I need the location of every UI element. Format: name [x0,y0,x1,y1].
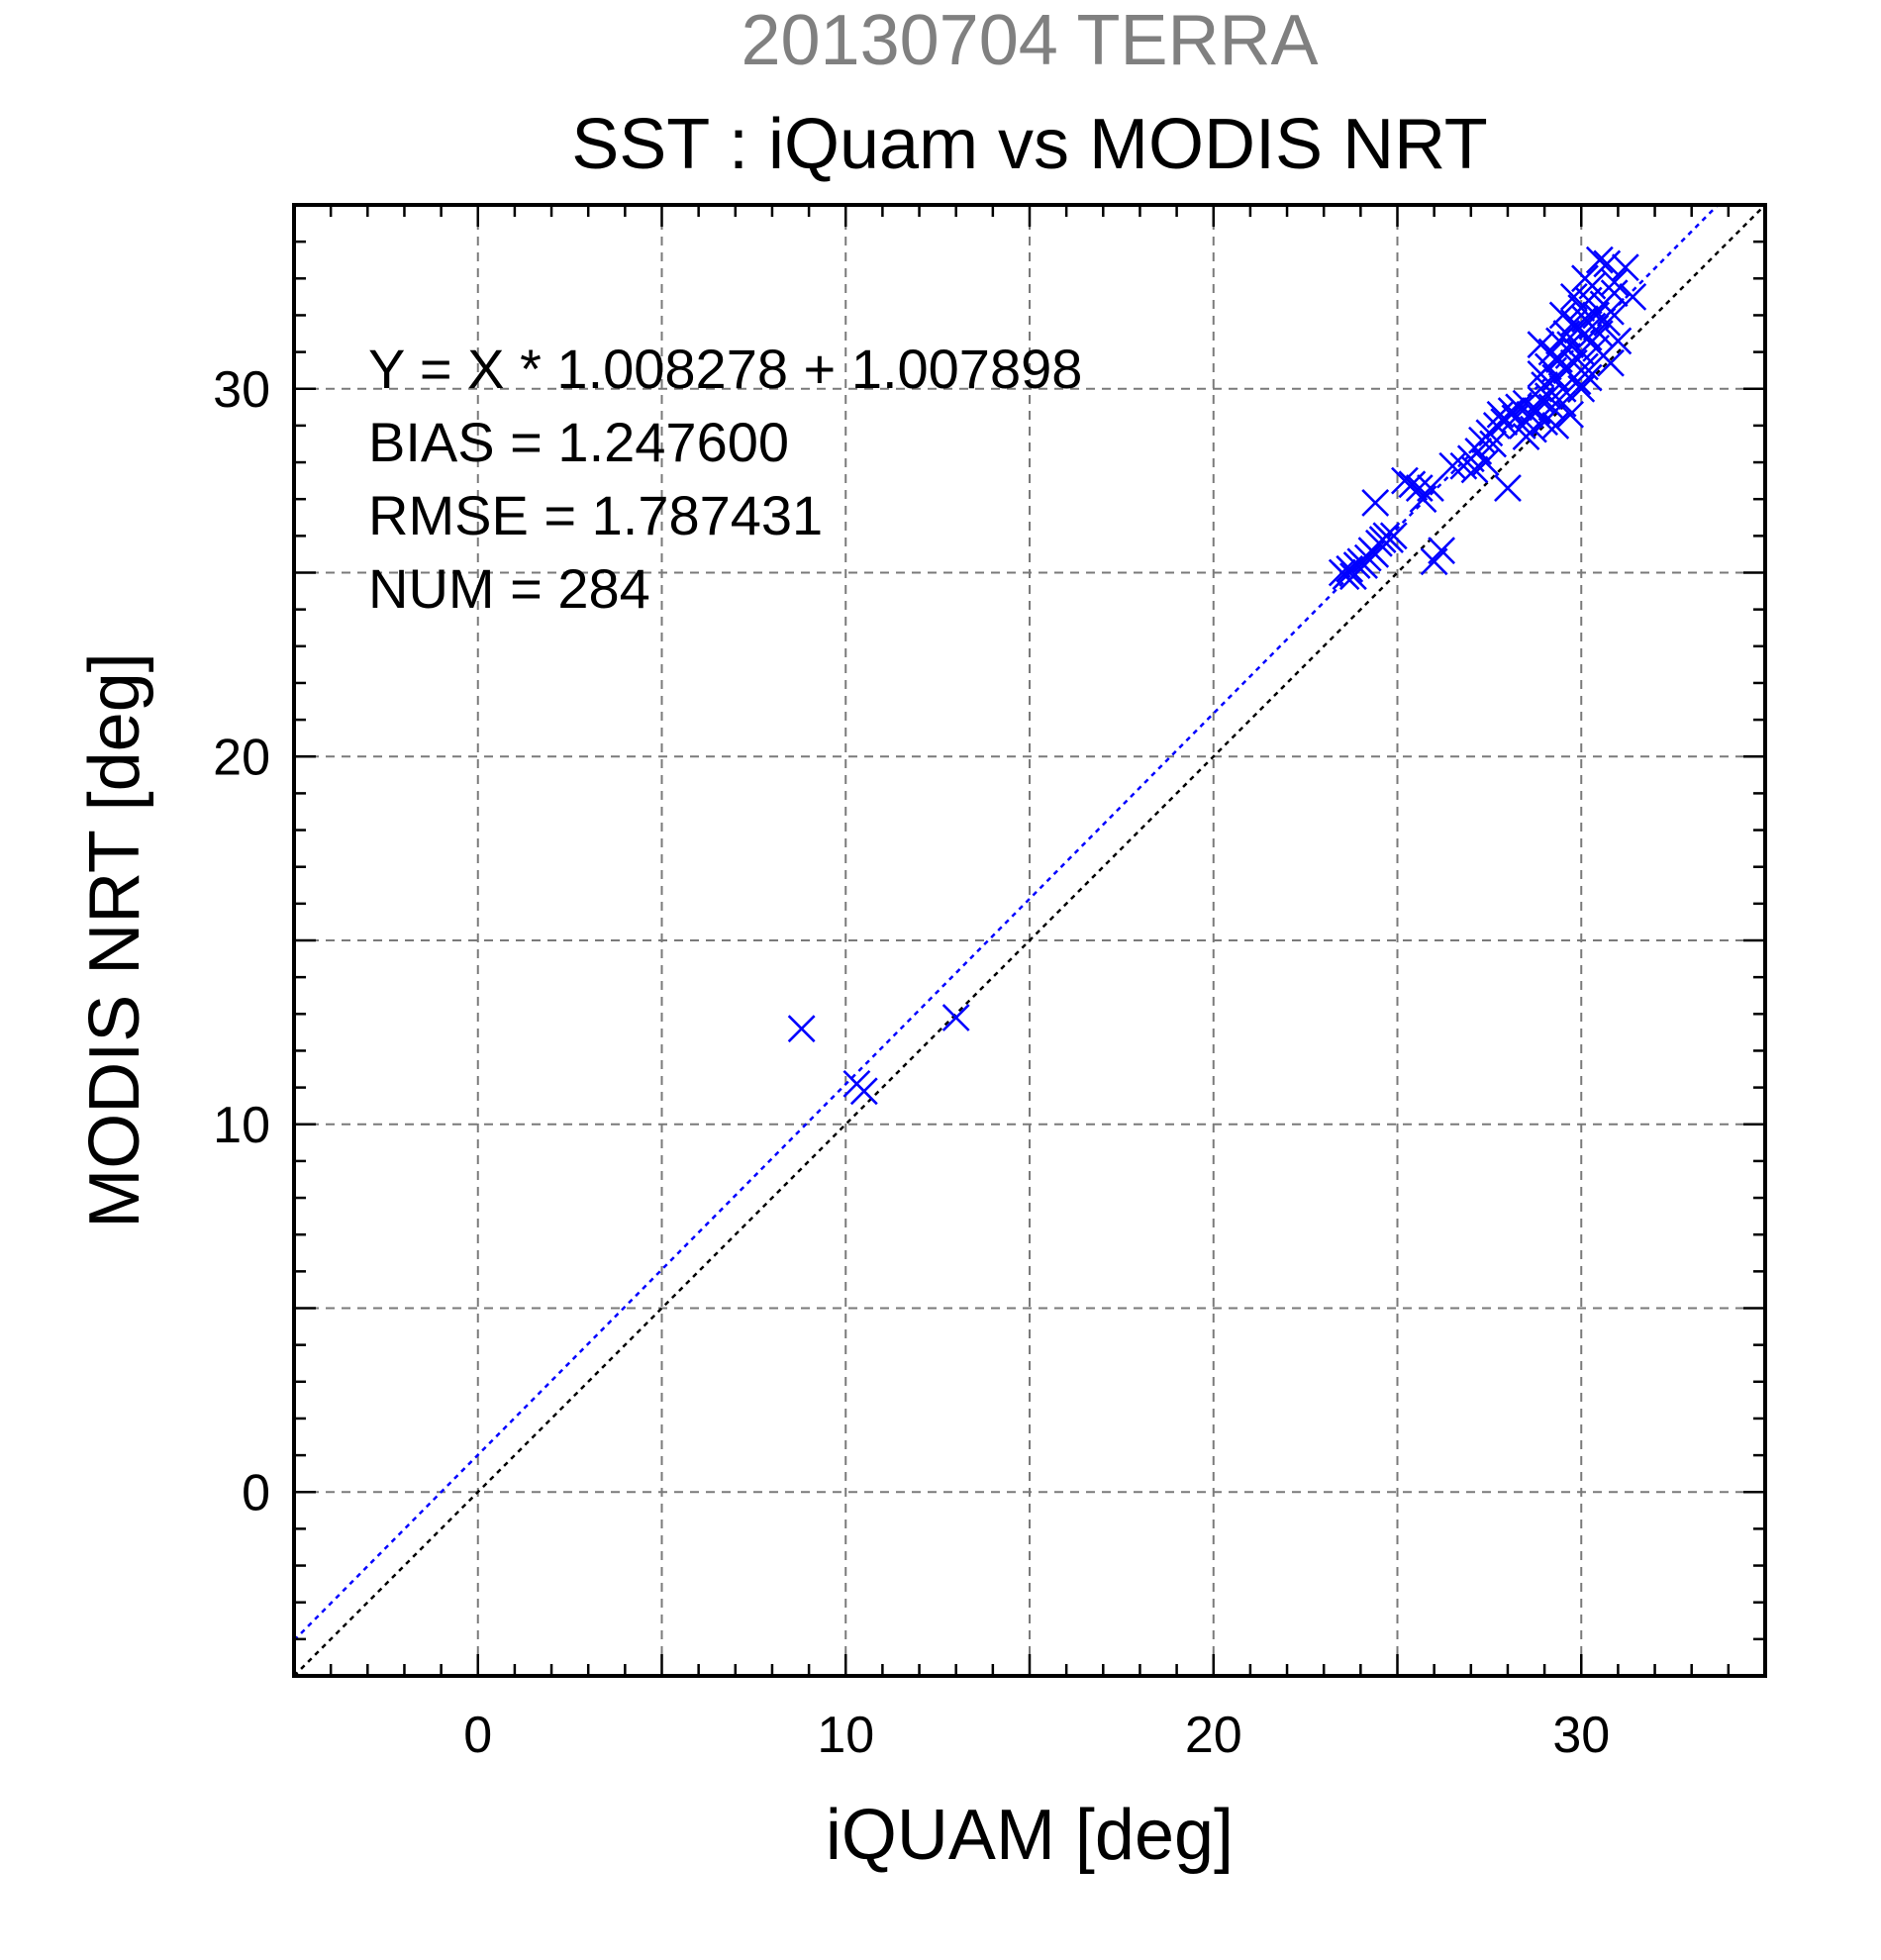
data-point [1405,474,1434,502]
grid-lines [294,205,1765,1676]
data-point [1600,279,1629,308]
x-axis-label: iQUAM [deg] [826,1796,1234,1875]
statistics-box: Y = X * 1.008278 + 1.007898 BIAS = 1.247… [368,338,1082,620]
y-tick-label: 0 [242,1464,270,1521]
data-point [1534,382,1562,411]
data-point [941,1004,970,1031]
stat-num: NUM = 284 [368,557,650,620]
regression-line [293,204,1720,1641]
x-tick-label: 20 [1185,1707,1242,1764]
stat-rmse: RMSE = 1.787431 [368,484,823,546]
data-point [1417,474,1444,502]
chart-title: SST : iQuam vs MODIS NRT [571,105,1488,184]
data-point [1574,363,1603,392]
y-tick-label: 10 [213,1097,270,1154]
data-points [787,245,1647,1106]
data-point [1563,367,1592,396]
reference-lines [293,204,1766,1677]
data-point [1537,393,1566,422]
data-point [1600,268,1629,296]
stat-equation: Y = X * 1.008278 + 1.007898 [368,338,1082,400]
data-point [1479,430,1508,458]
data-point [1353,543,1382,572]
data-point [1593,249,1622,278]
y-tick-label: 30 [213,361,270,419]
data-point [1471,448,1500,476]
data-point [1571,264,1599,293]
data-point [1497,397,1526,425]
data-point [1559,282,1588,311]
data-point [1494,474,1522,502]
data-point [1428,537,1455,565]
data-point [1556,400,1585,429]
plot-frame [292,203,1767,1678]
x-tick-label: 0 [463,1707,492,1764]
data-point [1593,308,1622,337]
data-point [787,1015,816,1043]
data-point [1379,522,1408,550]
data-point [1548,301,1577,330]
data-point [1527,331,1555,359]
stat-bias: BIAS = 1.247600 [368,411,789,473]
data-point [1361,488,1390,517]
data-point [1398,470,1427,499]
x-tick-label: 30 [1552,1707,1610,1764]
data-point [1604,327,1633,355]
chart-supertitle: 20130704 TERRA [741,1,1318,80]
data-point [1585,245,1614,274]
y-tick-label: 20 [213,729,270,786]
data-point [849,1077,878,1106]
data-point [1571,352,1599,381]
data-point [1438,451,1467,480]
data-point [1597,297,1625,326]
data-point [1597,348,1625,377]
x-tick-label: 10 [817,1707,874,1764]
tick-labels: 0 0 10 10 20 20 30 30 [213,361,1610,1764]
data-point [1611,253,1639,282]
identity-line [293,204,1766,1677]
data-point [1541,411,1570,440]
data-point [1619,282,1647,311]
y-axis-label: MODIS NRT [deg] [75,652,154,1228]
